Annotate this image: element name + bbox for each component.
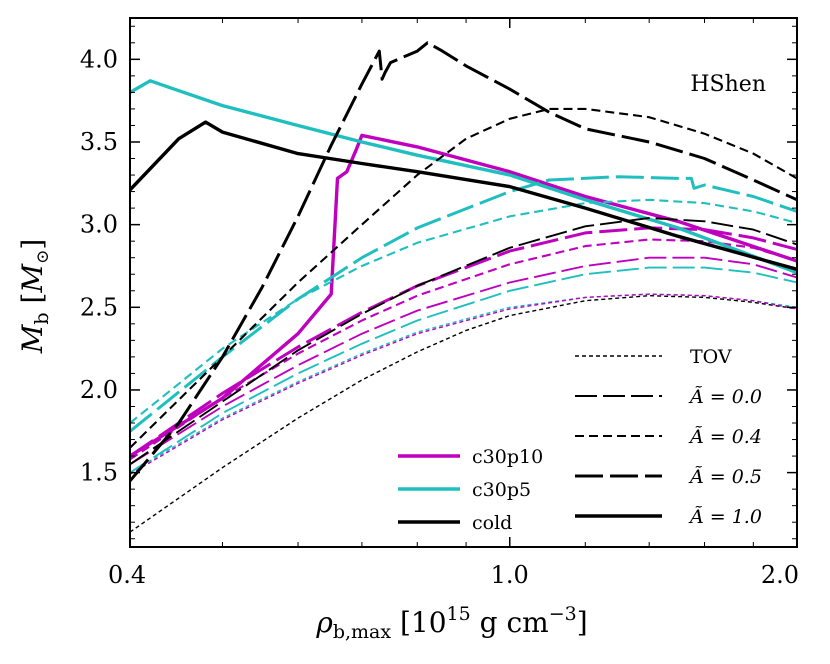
series-layer <box>130 41 797 533</box>
x-tick-label: 2.0 <box>761 561 799 589</box>
series-line <box>130 295 797 533</box>
series-line <box>130 266 797 474</box>
y-tick-label: 4.0 <box>80 45 118 73</box>
y-tick-label: 1.5 <box>80 459 118 487</box>
chart-annotation: HShen <box>690 72 766 97</box>
series-line <box>130 79 797 275</box>
series-line <box>130 226 797 458</box>
series-line <box>130 41 797 482</box>
series-line <box>130 175 797 433</box>
y-tick-label: 3.5 <box>80 128 118 156</box>
x-tick-label: 1.0 <box>491 561 529 589</box>
series-line <box>130 120 797 271</box>
legend-styles: TOV Ã = 0.0 Ã = 0.4 Ã = 0.5 Ã = 1.0 <box>575 346 762 528</box>
legend-label: TOV <box>690 346 732 368</box>
legend-models: c30p10 c30p5 cold <box>398 446 543 534</box>
legend-label: Ã = 0.5 <box>688 466 762 488</box>
y-tick-label: 2.0 <box>80 376 118 404</box>
legend-label: c30p10 <box>472 446 543 468</box>
legend-label: Ã = 0.0 <box>688 386 762 408</box>
legend-label: c30p5 <box>472 479 531 501</box>
series-line <box>130 133 797 458</box>
series-line <box>130 217 797 466</box>
series-line <box>130 293 797 474</box>
series-line <box>130 256 797 466</box>
series-line <box>130 107 797 449</box>
x-tick-label: 0.4 <box>108 561 146 589</box>
legend-label: Ã = 0.4 <box>688 426 762 448</box>
y-tick-label: 2.5 <box>80 293 118 321</box>
series-line <box>130 293 797 475</box>
y-axis-label: Mb [M⊙] <box>16 239 53 355</box>
legend-label: cold <box>472 512 512 534</box>
legend-label: Ã = 1.0 <box>688 506 762 528</box>
x-axis-label: ρb,max [1015 g cm−3] <box>315 603 587 643</box>
plot-frame <box>129 17 798 548</box>
y-tick-label: 3.0 <box>80 211 118 239</box>
series-line <box>130 198 797 424</box>
axis-layer: 1.5 2.0 2.5 3.0 3.5 4.0 0.4 1.0 2.0 <box>80 18 799 589</box>
